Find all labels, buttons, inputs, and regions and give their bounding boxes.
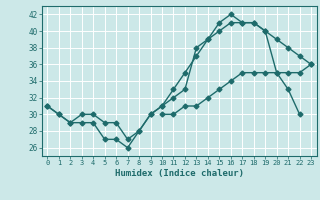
X-axis label: Humidex (Indice chaleur): Humidex (Indice chaleur) (115, 169, 244, 178)
